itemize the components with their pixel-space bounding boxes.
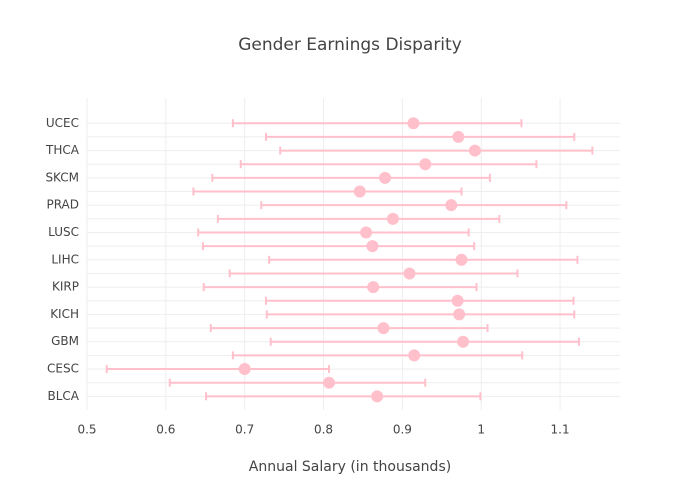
- y-tick-label: UCEC: [46, 116, 79, 130]
- y-tick-label: GBM: [51, 334, 79, 348]
- dot: [379, 171, 392, 184]
- y-tick-label: LUSC: [48, 225, 79, 239]
- dot: [353, 185, 366, 198]
- dot: [238, 363, 251, 376]
- x-tick-label: 1: [477, 423, 485, 437]
- dot: [445, 199, 458, 212]
- dot: [371, 390, 384, 403]
- dot: [419, 158, 432, 171]
- dot: [403, 267, 416, 280]
- y-tick-label: KICH: [50, 307, 79, 321]
- y-tick-label: SKCM: [45, 170, 79, 184]
- dot: [367, 281, 380, 294]
- dot: [455, 253, 468, 266]
- dot: [408, 349, 421, 362]
- x-tick-label: 0.8: [314, 423, 333, 437]
- y-tick-label: KIRP: [52, 280, 79, 294]
- dot: [451, 294, 464, 307]
- dot: [377, 322, 390, 335]
- dot: [323, 376, 336, 389]
- dot: [468, 144, 481, 157]
- dot: [452, 130, 465, 143]
- y-tick-label: BLCA: [47, 389, 79, 403]
- dot: [360, 226, 373, 239]
- chart-title: Gender Earnings Disparity: [238, 35, 462, 55]
- x-tick-label: 0.5: [77, 423, 96, 437]
- dot: [457, 335, 470, 348]
- y-tick-label: THCA: [45, 143, 80, 157]
- dot: [407, 117, 420, 130]
- x-tick-label: 0.6: [156, 423, 175, 437]
- dot: [386, 212, 399, 225]
- x-tick-label: 0.9: [393, 423, 412, 437]
- dot: [453, 308, 466, 321]
- y-tick-label: PRAD: [46, 198, 79, 212]
- x-axis-title: Annual Salary (in thousands): [249, 459, 451, 475]
- y-tick-label: CESC: [47, 362, 79, 376]
- x-tick-label: 1.1: [551, 423, 570, 437]
- dot: [366, 240, 379, 253]
- x-tick-label: 0.7: [235, 423, 254, 437]
- y-tick-label: LIHC: [51, 252, 79, 266]
